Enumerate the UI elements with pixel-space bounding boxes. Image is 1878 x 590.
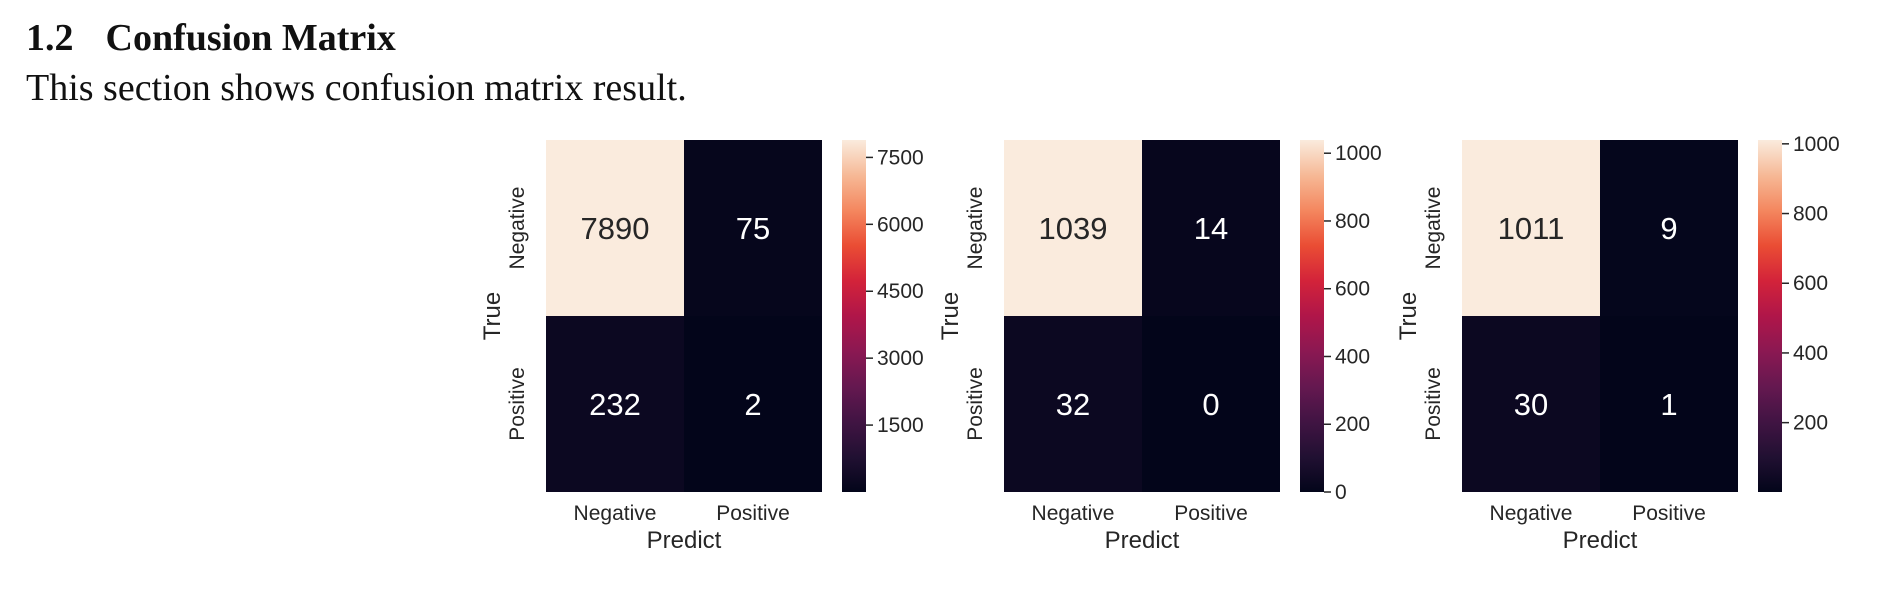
cell-value-label: 1011 [1498, 211, 1565, 246]
heatmap-cells: 7890 75 232 2 [546, 140, 822, 492]
heatmap-cell [1600, 316, 1738, 492]
cell-value-label: 0 [1202, 387, 1219, 422]
colorbar-tick-label: 200 [1793, 412, 1828, 435]
x-axis-label: Predict [1105, 527, 1180, 554]
heatmap-cell [1004, 140, 1142, 316]
colorbar-tick-label: 0 [1335, 481, 1347, 504]
heatmap-cells: 1039 14 32 0 [1004, 140, 1280, 492]
heatmap-cell [546, 140, 684, 316]
section-heading: 1.2 Confusion Matrix [26, 16, 396, 60]
section-title: Confusion Matrix [105, 17, 396, 59]
x-tick-label: Negative [1032, 502, 1115, 525]
x-tick-label: Positive [1174, 502, 1248, 525]
colorbar-tick-label: 800 [1335, 210, 1370, 233]
heatmap-cell [546, 316, 684, 492]
colorbar-tick-label: 1500 [877, 414, 924, 437]
heatmap-cell [1142, 316, 1280, 492]
section-description: This section shows confusion matrix resu… [26, 67, 687, 109]
x-tick-label: Positive [716, 502, 790, 525]
y-tick-label: Positive [506, 367, 529, 441]
cell-value-label: 9 [1660, 211, 1677, 246]
confusion-matrix-3: 1011 9 30 1 Negative Positive Negative Positive… [1395, 133, 1840, 554]
y-tick-label: Positive [1422, 367, 1445, 441]
colorbar-tick-label: 800 [1793, 203, 1828, 226]
colorbar [1758, 140, 1782, 492]
cell-value-label: 1 [1660, 387, 1677, 422]
y-tick-label: Positive [964, 367, 987, 441]
y-axis-label: True [937, 292, 964, 340]
heatmap-cell [1600, 140, 1738, 316]
colorbar-tick-label: 6000 [877, 213, 924, 236]
cell-value-label: 75 [736, 211, 770, 246]
heatmap-cell [1004, 316, 1142, 492]
heatmap-cells: 1011 9 30 1 [1462, 140, 1738, 492]
x-tick-label: Positive [1632, 502, 1706, 525]
colorbar-tick-label: 400 [1335, 345, 1370, 368]
colorbar-tick-label: 3000 [877, 347, 924, 370]
y-tick-label: Negative [506, 187, 529, 270]
colorbar [1300, 140, 1324, 492]
colorbar-tick-label: 7500 [877, 146, 924, 169]
cell-value-label: 7890 [581, 211, 650, 246]
y-tick-label: Negative [1422, 187, 1445, 270]
heatmap-cell [1462, 316, 1600, 492]
colorbar-tick-label: 1000 [1335, 142, 1382, 165]
colorbar-tick-label: 4500 [877, 280, 924, 303]
cell-value-label: 1039 [1039, 211, 1108, 246]
cell-value-label: 232 [589, 387, 641, 422]
x-axis-label: Predict [647, 527, 722, 554]
colorbar-tick-label: 400 [1793, 342, 1828, 365]
colorbar [842, 140, 866, 492]
heatmap-cell [1142, 140, 1280, 316]
x-tick-label: Negative [1490, 502, 1573, 525]
y-tick-label: Negative [964, 187, 987, 270]
cell-value-label: 32 [1056, 387, 1090, 422]
cell-value-label: 2 [744, 387, 761, 422]
colorbar-tick-label: 600 [1793, 272, 1828, 295]
x-tick-label: Negative [574, 502, 657, 525]
heatmap-cell [684, 316, 822, 492]
y-axis-label: True [479, 292, 506, 340]
x-axis-label: Predict [1563, 527, 1638, 554]
y-axis-label: True [1395, 292, 1422, 340]
section-number: 1.2 [26, 17, 74, 59]
colorbar-tick-label: 200 [1335, 413, 1370, 436]
confusion-matrix-2: 1039 14 32 0 Negative Positive Negative Positiv… [937, 140, 1382, 554]
heatmap-cell [1462, 140, 1600, 316]
colorbar-tick-label: 600 [1335, 278, 1370, 301]
cell-value-label: 30 [1514, 387, 1548, 422]
confusion-matrix-1: 7890 75 232 2 Negative Positive Negative Positi… [479, 140, 924, 554]
heatmap-cell [684, 140, 822, 316]
cell-value-label: 14 [1194, 211, 1228, 246]
colorbar-tick-label: 1000 [1793, 133, 1840, 156]
